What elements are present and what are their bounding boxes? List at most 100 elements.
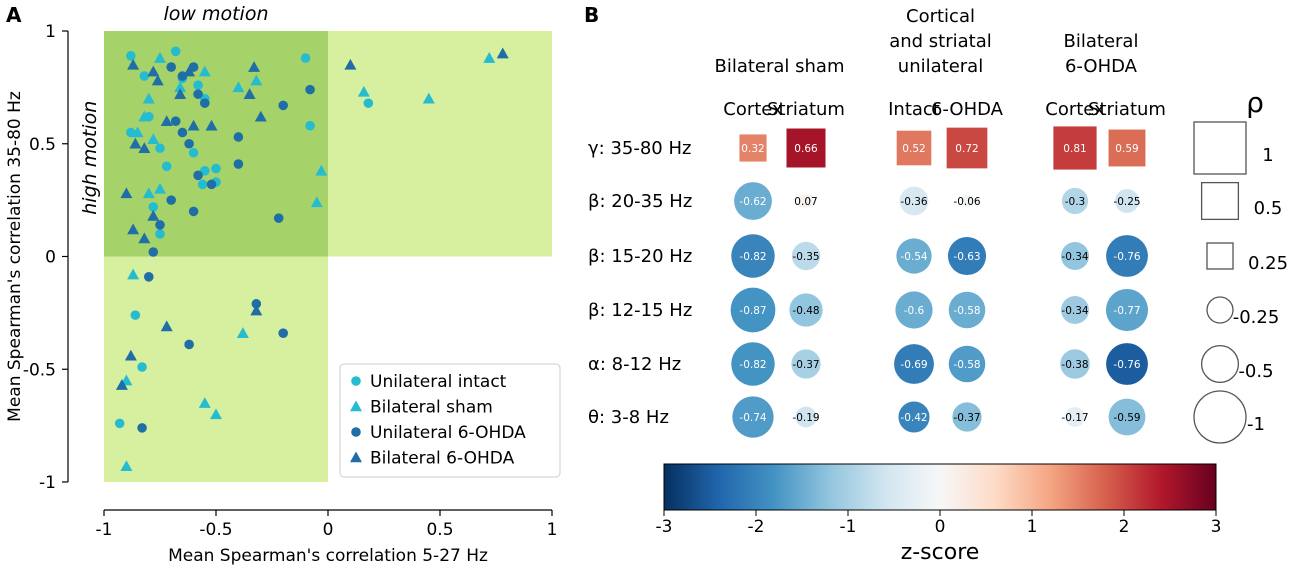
- legend-label: Unilateral 6-OHDA: [370, 423, 526, 443]
- heatmap-circle: [896, 238, 932, 274]
- unilateral-intact-point: [188, 147, 199, 158]
- heatmap-cell-label: -0.06: [953, 196, 980, 208]
- heatmap-cell-label: 0.52: [902, 143, 925, 155]
- heatmap-cell-label: -0.25: [1113, 196, 1140, 208]
- unilateral-6-ohda-point: [184, 138, 194, 149]
- heatmap-square: [896, 130, 932, 166]
- scatter-plot: -1 -0.5 0 0.5 1 -1 -0.5 0 0.5 1 Unilateral intact…: [5, 3, 561, 566]
- unilateral-intact-point: [197, 179, 208, 190]
- band-label: β: 12-15 Hz: [588, 300, 692, 321]
- heatmap-circle: [791, 241, 821, 271]
- colorbar-tick-label: 2: [1119, 517, 1130, 537]
- colorbar-tick-label: -1: [840, 517, 857, 537]
- bilateral-sham-point: [138, 110, 151, 122]
- unilateral-intact-point: [114, 418, 125, 429]
- unilateral-intact-point: [305, 120, 315, 131]
- bilateral-sham-point: [210, 408, 222, 420]
- correlation-heatmap: Bilateral shamCortexStriatumCorticaland …: [588, 6, 1288, 565]
- bilateral-6-ohda-point: [496, 47, 509, 59]
- column-header: 6-OHDA: [931, 99, 1004, 120]
- bilateral-6-ohda-point: [138, 232, 151, 244]
- band-label: γ: 35-80 Hz: [588, 138, 691, 159]
- unilateral-6-ohda-point: [137, 423, 147, 433]
- heatmap-circle: [1060, 349, 1090, 379]
- bilateral-6-ohda-point: [138, 142, 151, 154]
- heatmap-circle: [1106, 343, 1148, 385]
- unilateral-6-ohda-point: [170, 116, 181, 126]
- heatmap-cell-label: 0.32: [741, 143, 764, 155]
- heatmap-cell-label: -0.36: [900, 196, 927, 208]
- column-header: Striatum: [767, 99, 845, 120]
- bilateral-sham-point: [357, 85, 370, 97]
- x-tick-label: 0: [323, 520, 334, 540]
- bilateral-6-ohda-point: [147, 209, 160, 221]
- size-legend-circle: [1200, 344, 1240, 384]
- colorbar: -3 -2 -1 0 1 2 3 z-score: [656, 463, 1221, 565]
- heatmap-cell-label: -0.34: [1061, 305, 1088, 317]
- bilateral-6-ohda-point: [205, 119, 218, 131]
- unilateral-6-ohda-point: [233, 132, 244, 142]
- heatmap-circle: [730, 287, 776, 333]
- bilateral-sham-point: [147, 133, 160, 145]
- colorbar-tick-label: -3: [656, 517, 673, 537]
- unilateral-6-ohda-point: [144, 271, 154, 282]
- column-header: Cortex: [723, 99, 783, 120]
- legend-marker: [350, 451, 362, 463]
- unilateral-6-ohda-point: [184, 339, 194, 350]
- heatmap-circle: [961, 195, 973, 207]
- unilateral-6-ohda-point: [155, 220, 165, 230]
- bilateral-sham-point: [315, 164, 328, 176]
- heatmap-circle: [734, 182, 772, 220]
- unilateral-intact-point: [126, 51, 136, 61]
- bilateral-sham-point: [142, 187, 155, 199]
- heatmap-circle: [731, 342, 775, 386]
- group-header-line: 6-OHDA: [1065, 56, 1138, 77]
- heatmap-circle: [899, 186, 929, 216]
- x-tick-label: -0.5: [199, 520, 232, 540]
- heatmap-circle: [948, 345, 986, 383]
- group-header-line: Cortical: [906, 6, 975, 27]
- heatmap-circle: [952, 402, 982, 432]
- colorbar-tick-label: 1: [1027, 517, 1038, 537]
- heatmap-square: [946, 127, 988, 169]
- unilateral-6-ohda-point: [200, 98, 210, 108]
- bilateral-6-ohda-point: [160, 115, 173, 126]
- heatmap-cell-label: -0.82: [739, 251, 766, 263]
- bilateral-sham-point: [120, 460, 133, 472]
- unilateral-6-ohda-point: [177, 127, 188, 138]
- unilateral-intact-point: [155, 229, 165, 239]
- heatmap-circle: [898, 401, 930, 433]
- bilateral-sham-point: [142, 92, 155, 104]
- unilateral-intact-point: [211, 163, 221, 174]
- bilateral-6-ohda-point: [120, 187, 133, 199]
- unilateral-intact-point: [139, 71, 150, 81]
- heatmap-cell-label: -0.42: [900, 412, 927, 424]
- size-legend-square: [1206, 242, 1234, 270]
- region-high-motion-bottom: [104, 256, 328, 482]
- heatmap-square: [786, 128, 826, 168]
- legend-marker: [351, 376, 361, 386]
- heatmap-cell-label: -0.76: [1113, 359, 1140, 371]
- y-tick-label: 0.5: [29, 135, 56, 155]
- bilateral-sham-point: [174, 81, 187, 93]
- heatmap-circle: [1061, 296, 1089, 324]
- legend-label: Bilateral 6-OHDA: [370, 449, 515, 469]
- heatmap-cell-label: -0.35: [792, 251, 819, 263]
- region-overlap: [104, 31, 328, 257]
- heatmap-square: [1108, 129, 1146, 167]
- legend-label: Bilateral sham: [370, 398, 493, 418]
- heatmap-circle: [1108, 398, 1146, 436]
- bilateral-6-ohda-point: [187, 119, 200, 131]
- y-tick-label: -1: [39, 473, 56, 493]
- bilateral-sham-point: [310, 196, 323, 208]
- bilateral-6-ohda-point: [174, 88, 187, 99]
- x-tick-label: 0.5: [426, 520, 453, 540]
- bilateral-6-ohda-point: [127, 223, 140, 235]
- unilateral-intact-point: [170, 46, 181, 57]
- bilateral-6-ohda-point: [147, 65, 160, 77]
- heatmap-circle: [795, 406, 817, 428]
- heatmap-circle: [1065, 407, 1085, 427]
- unilateral-6-ohda-point: [193, 170, 203, 181]
- group-header-line: and striatal: [889, 31, 992, 52]
